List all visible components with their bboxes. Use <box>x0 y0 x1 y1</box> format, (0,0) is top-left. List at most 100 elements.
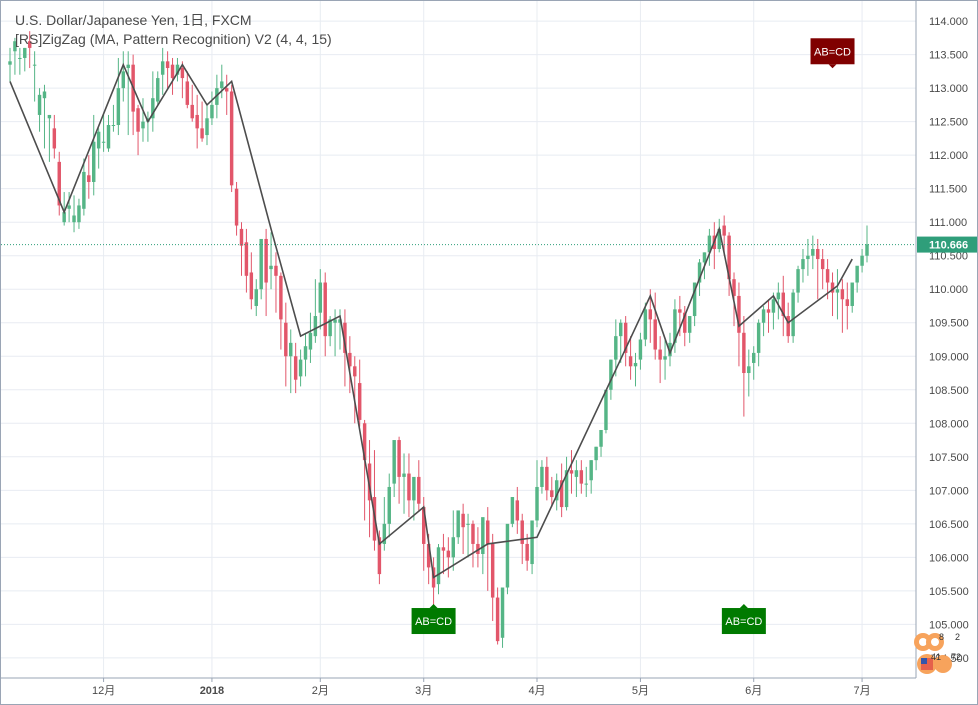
candle-body[interactable] <box>643 309 648 340</box>
candle-body[interactable] <box>229 91 234 186</box>
candle-body[interactable] <box>850 282 854 306</box>
candle-body[interactable] <box>525 543 529 561</box>
candle-body[interactable] <box>820 259 825 270</box>
candle-body[interactable] <box>47 114 52 119</box>
candle-body[interactable] <box>520 520 524 544</box>
candle-body[interactable] <box>165 61 170 69</box>
candle-body[interactable] <box>323 282 327 337</box>
candle-body[interactable] <box>82 171 86 209</box>
candle-body[interactable] <box>835 289 840 293</box>
candle-body[interactable] <box>377 537 382 575</box>
candle-body[interactable] <box>289 342 293 357</box>
ideas-badge-icon[interactable]: 8 2 <box>914 632 960 651</box>
candle-body[interactable] <box>87 175 91 182</box>
candle-body[interactable] <box>106 125 111 149</box>
candle-body[interactable] <box>402 473 406 477</box>
candle-body[interactable] <box>190 104 194 119</box>
pattern-label-box[interactable] <box>721 608 766 635</box>
candle-body[interactable] <box>62 212 66 223</box>
candle-body[interactable] <box>23 47 27 58</box>
candle-body[interactable] <box>471 523 475 544</box>
candle-body[interactable] <box>461 513 465 528</box>
candle-body[interactable] <box>692 282 697 317</box>
candle-body[interactable] <box>357 383 362 420</box>
candle-body[interactable] <box>412 476 416 501</box>
candle-body[interactable] <box>170 64 175 79</box>
candle-body[interactable] <box>756 322 761 353</box>
candle-body[interactable] <box>446 550 451 558</box>
flag-badge-icon[interactable]: 41 72 <box>917 652 961 674</box>
candle-body[interactable] <box>619 322 623 337</box>
indicator-label[interactable]: [RS]ZigZag (MA, Pattern Recognition) V2 … <box>15 31 332 47</box>
candle-body[interactable] <box>136 108 140 132</box>
candle-body[interactable] <box>490 543 495 598</box>
candle-body[interactable] <box>663 356 667 360</box>
candle-body[interactable] <box>27 41 32 48</box>
candle-body[interactable] <box>426 543 431 568</box>
candle-body[interactable] <box>801 259 805 270</box>
candle-body[interactable] <box>362 423 367 461</box>
candle-body[interactable] <box>589 460 593 481</box>
candle-body[interactable] <box>175 64 180 75</box>
candle-body[interactable] <box>811 249 815 256</box>
candle-body[interactable] <box>732 279 736 296</box>
candle-body[interactable] <box>37 94 42 115</box>
candle-body[interactable] <box>628 356 633 367</box>
candle-body[interactable] <box>554 480 559 501</box>
candle-body[interactable] <box>353 366 357 377</box>
candle-body[interactable] <box>303 346 308 360</box>
candle-body[interactable] <box>604 389 608 430</box>
candle-body[interactable] <box>313 316 318 337</box>
candle-body[interactable] <box>855 265 859 283</box>
candle-body[interactable] <box>697 262 702 283</box>
candle-body[interactable] <box>653 319 657 350</box>
badge-cluster[interactable]: 8 2 41 72 <box>913 628 969 676</box>
candle-body[interactable] <box>249 272 254 300</box>
candle-body[interactable] <box>658 349 662 360</box>
candle-body[interactable] <box>476 543 480 554</box>
candle-body[interactable] <box>205 118 209 136</box>
candle-body[interactable] <box>42 91 47 99</box>
candle-body[interactable] <box>786 316 790 337</box>
candle-body[interactable] <box>673 309 677 343</box>
candle-body[interactable] <box>67 205 71 209</box>
candle-body[interactable] <box>633 362 638 367</box>
candle-body[interactable] <box>269 265 273 270</box>
candle-body[interactable] <box>540 466 544 487</box>
candle-body[interactable] <box>451 537 455 558</box>
candle-body[interactable] <box>279 275 283 320</box>
candle-body[interactable] <box>338 319 342 323</box>
candle-body[interactable] <box>318 282 323 313</box>
candle-body[interactable] <box>466 523 470 525</box>
candle-body[interactable] <box>737 295 741 333</box>
candle-body[interactable] <box>254 289 258 306</box>
candle-body[interactable] <box>200 128 204 139</box>
candle-body[interactable] <box>224 88 229 92</box>
candle-body[interactable] <box>111 125 116 127</box>
candle-body[interactable] <box>116 88 121 126</box>
candle-body[interactable] <box>210 104 214 119</box>
candle-body[interactable] <box>860 255 864 266</box>
candle-body[interactable] <box>259 238 263 290</box>
candle-body[interactable] <box>348 352 352 367</box>
candle-body[interactable] <box>220 81 224 89</box>
candle-body[interactable] <box>126 64 130 69</box>
last-price-tag[interactable] <box>917 236 977 253</box>
candle-body[interactable] <box>417 476 421 504</box>
candle-body[interactable] <box>609 359 613 390</box>
candle-body[interactable] <box>806 255 810 260</box>
candle-body[interactable] <box>865 244 869 256</box>
candle-body[interactable] <box>747 366 751 374</box>
candle-body[interactable] <box>392 440 396 484</box>
candle-body[interactable] <box>72 215 76 223</box>
candle-body[interactable] <box>678 309 682 313</box>
candle-body[interactable] <box>505 523 510 588</box>
candle-body[interactable] <box>742 332 746 374</box>
candle-body[interactable] <box>422 507 426 544</box>
candle-body[interactable] <box>57 161 61 206</box>
candle-body[interactable] <box>614 336 618 360</box>
candle-body[interactable] <box>569 470 574 474</box>
candle-body[interactable] <box>274 265 278 276</box>
candle-body[interactable] <box>180 68 185 79</box>
candle-body[interactable] <box>559 480 564 508</box>
